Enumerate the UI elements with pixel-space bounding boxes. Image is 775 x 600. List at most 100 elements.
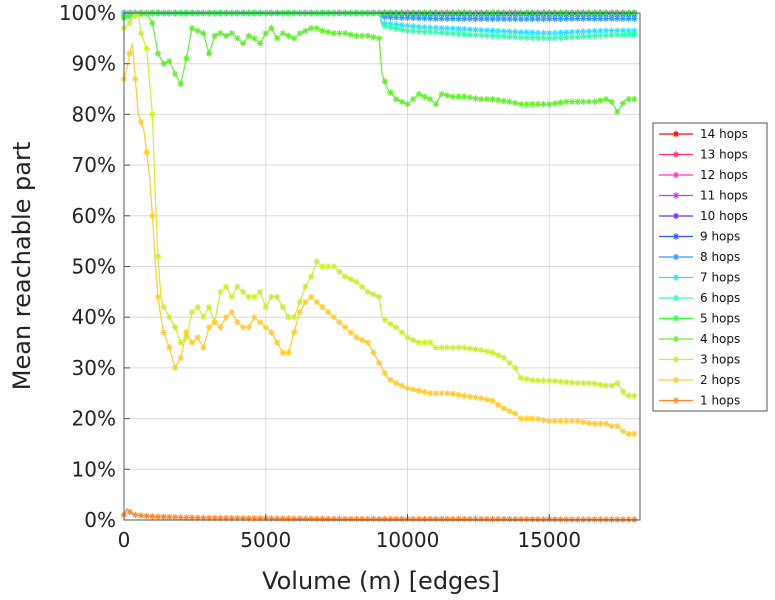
data-point bbox=[307, 515, 315, 522]
data-point bbox=[290, 329, 298, 336]
data-point bbox=[489, 15, 496, 23]
data-point bbox=[381, 13, 389, 21]
data-point bbox=[126, 508, 133, 516]
data-point bbox=[319, 263, 326, 270]
data-point bbox=[563, 98, 570, 105]
data-point bbox=[619, 388, 627, 395]
data-point bbox=[358, 336, 366, 344]
data-point bbox=[426, 28, 434, 36]
data-point bbox=[392, 515, 400, 523]
data-point bbox=[506, 359, 513, 367]
data-point bbox=[444, 344, 451, 351]
data-point bbox=[166, 314, 173, 321]
data-point bbox=[444, 25, 451, 32]
data-point bbox=[495, 32, 502, 40]
data-point bbox=[591, 420, 598, 427]
data-point bbox=[500, 97, 508, 105]
data-point bbox=[211, 32, 218, 40]
x-axis-ticks: 0 5000 10000 15000 bbox=[118, 514, 581, 552]
data-point bbox=[461, 93, 468, 100]
data-point bbox=[217, 288, 224, 296]
data-point bbox=[546, 417, 553, 425]
data-point bbox=[585, 33, 593, 40]
data-point bbox=[290, 35, 298, 42]
data-point bbox=[608, 98, 615, 105]
legend-swatch-marker bbox=[672, 397, 680, 404]
data-point bbox=[568, 28, 576, 36]
data-point bbox=[358, 32, 366, 40]
data-point bbox=[324, 515, 332, 523]
data-point bbox=[614, 516, 621, 523]
series-line bbox=[123, 42, 635, 435]
data-point bbox=[296, 30, 303, 37]
data-point bbox=[330, 515, 338, 523]
legend-swatch-marker bbox=[672, 130, 680, 138]
data-point bbox=[404, 334, 411, 341]
data-point bbox=[415, 90, 423, 98]
data-point bbox=[211, 514, 218, 522]
data-point bbox=[347, 515, 355, 523]
data-point bbox=[506, 407, 513, 415]
data-point bbox=[262, 324, 269, 331]
data-point bbox=[534, 415, 542, 423]
y-tick-label: 60% bbox=[72, 204, 116, 228]
data-point bbox=[234, 319, 241, 326]
y-tick-label: 80% bbox=[72, 102, 116, 126]
data-point bbox=[126, 19, 133, 27]
data-point bbox=[285, 349, 292, 356]
data-point bbox=[523, 34, 530, 41]
data-point bbox=[205, 324, 213, 331]
data-point bbox=[296, 308, 303, 316]
data-point bbox=[137, 30, 145, 37]
data-point bbox=[631, 15, 638, 22]
data-point bbox=[529, 15, 536, 23]
data-point bbox=[364, 32, 372, 40]
data-point bbox=[392, 324, 400, 331]
data-point bbox=[273, 293, 281, 301]
data-point bbox=[307, 25, 315, 32]
data-point bbox=[398, 21, 406, 29]
data-point bbox=[268, 25, 275, 32]
data-point bbox=[557, 29, 564, 36]
data-point bbox=[580, 516, 587, 523]
data-point bbox=[273, 339, 281, 346]
data-point bbox=[506, 98, 513, 105]
data-point bbox=[478, 26, 485, 34]
data-point bbox=[574, 516, 581, 523]
data-point bbox=[234, 515, 241, 522]
data-point bbox=[534, 29, 542, 37]
y-tick-label: 10% bbox=[72, 457, 116, 481]
data-point bbox=[506, 515, 513, 523]
data-point bbox=[449, 515, 457, 523]
data-point bbox=[591, 15, 598, 22]
legend-swatch-marker bbox=[672, 192, 680, 199]
data-point bbox=[472, 15, 479, 23]
data-point bbox=[166, 57, 173, 65]
data-point bbox=[392, 25, 400, 32]
data-point bbox=[591, 380, 598, 387]
data-point bbox=[409, 27, 417, 35]
data-point bbox=[438, 390, 445, 397]
data-point bbox=[268, 293, 275, 301]
legend-item: 14 hops bbox=[659, 127, 748, 141]
data-point bbox=[438, 344, 445, 351]
data-point bbox=[466, 15, 474, 22]
data-point bbox=[495, 401, 502, 408]
data-point bbox=[438, 15, 445, 22]
data-point bbox=[239, 288, 247, 296]
data-point bbox=[262, 30, 269, 37]
data-point bbox=[444, 29, 451, 37]
data-point bbox=[171, 324, 179, 331]
data-point bbox=[426, 390, 434, 397]
data-point bbox=[432, 515, 440, 523]
data-point bbox=[461, 344, 468, 351]
data-point bbox=[421, 339, 428, 346]
data-point bbox=[631, 516, 638, 523]
data-point bbox=[279, 303, 286, 311]
data-point bbox=[426, 24, 434, 31]
data-point bbox=[551, 516, 559, 523]
data-point bbox=[597, 420, 604, 427]
data-point bbox=[387, 14, 394, 21]
data-point bbox=[625, 516, 632, 523]
series-3-hops bbox=[120, 12, 638, 399]
